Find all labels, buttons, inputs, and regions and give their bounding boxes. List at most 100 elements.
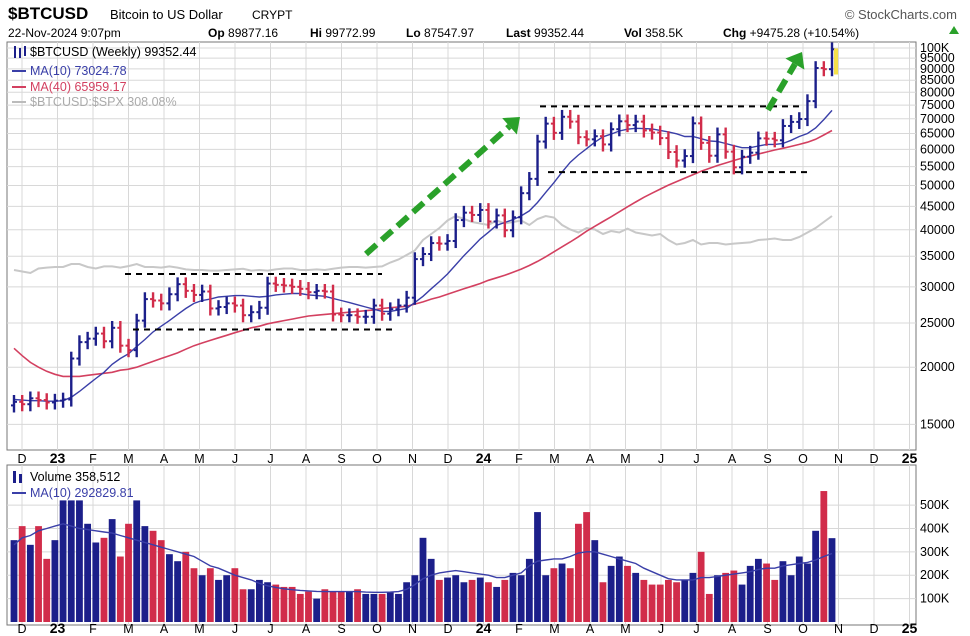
ohlc-bar: [698, 116, 705, 150]
ohlc-bar: [485, 203, 492, 229]
y-tick-label: 90000: [920, 62, 955, 76]
y-tick-label: 35000: [920, 249, 955, 263]
x-tick-label: D: [869, 452, 878, 466]
quote-bar: 22-Nov-2024 9:07pm Op 89877.16 Hi 99772.…: [8, 26, 963, 40]
x-tick-label: J: [693, 622, 699, 636]
volume-bar: [182, 551, 190, 622]
ohlc-bar: [125, 338, 132, 358]
last-bar-highlight: [834, 48, 838, 75]
hi-label: Hi: [310, 26, 322, 40]
volume-bar: [411, 575, 419, 622]
volume-bar: [313, 598, 321, 622]
volume-bar: [10, 540, 18, 622]
ohlc-bar: [19, 395, 26, 412]
volume-bar: [591, 540, 599, 622]
x-tick-label: M: [620, 452, 630, 466]
price-panel: [6, 41, 917, 451]
ohlc-bar: [305, 281, 312, 300]
volume-bar: [206, 568, 214, 622]
x-tick-label: 24: [476, 450, 492, 466]
volume-bar: [133, 500, 141, 622]
x-tick-label: S: [763, 622, 771, 636]
ohlc-bar: [796, 112, 803, 129]
x-tick-label: M: [123, 452, 133, 466]
x-tick-label: J: [267, 622, 273, 636]
ohlc-bar: [673, 145, 680, 168]
volume-bar: [305, 591, 312, 622]
chg-value: +9475.28 (+10.54%): [749, 26, 860, 40]
volume-bar: [337, 591, 345, 622]
legend-ratio: $BTCUSD:$SPX 308.08%: [30, 95, 177, 109]
volume-swatch-icon: [13, 471, 16, 483]
trend-arrow-icon: [765, 52, 805, 112]
ohlc-bar: [559, 109, 566, 140]
ohlc-bar: [788, 115, 795, 134]
ohlc-bar: [289, 278, 296, 294]
volume-bar: [116, 556, 124, 622]
ohlc-bar: [117, 320, 124, 353]
ohlc-bar: [223, 296, 230, 315]
y-tick-label: 100K: [920, 41, 950, 55]
x-tick-label: F: [515, 452, 523, 466]
volume-bar: [403, 582, 411, 622]
ma10-line: [13, 109, 833, 402]
volume-bar: [59, 500, 67, 622]
volume-bar: [795, 556, 803, 622]
ohlc-bar: [739, 149, 746, 175]
volume-bar: [624, 565, 631, 622]
ohlc-bar: [460, 205, 467, 228]
y-tick-label: 85000: [920, 73, 955, 87]
volume-bar: [517, 575, 525, 622]
arrow-shaft: [765, 62, 798, 112]
x-tick-label: J: [232, 622, 238, 636]
volume-bar: [493, 586, 501, 622]
volume-bar: [35, 526, 42, 622]
ohlc-bar: [68, 351, 75, 407]
ohlc-bar: [182, 277, 189, 298]
ohlc-bar: [35, 391, 42, 408]
volume-bar: [476, 577, 484, 622]
y-tick-label: 50000: [920, 178, 955, 192]
ohlc-bar: [747, 145, 754, 164]
volume-bar: [174, 561, 181, 622]
volume-bar: [190, 568, 198, 622]
ohlc-bar: [133, 313, 140, 358]
lo-label: Lo: [406, 26, 421, 40]
ohlc-bar: [43, 393, 50, 410]
x-tick-label: N: [408, 622, 417, 636]
x-tick-label: 23: [50, 620, 66, 636]
op-value: 89877.16: [228, 26, 279, 40]
ohlc-bar: [207, 284, 214, 316]
ohlc-bar: [60, 392, 67, 408]
y-tick-label: 15000: [920, 417, 955, 431]
x-tick-label: J: [232, 452, 238, 466]
volume-bar: [125, 523, 132, 622]
ohlc-bar: [509, 210, 516, 238]
ohlc-bar: [518, 186, 525, 225]
brand-link[interactable]: © StockCharts.com: [844, 7, 957, 22]
op-label: Op: [208, 26, 225, 40]
volume-bar: [673, 582, 680, 622]
volume-bar: [705, 593, 713, 622]
x-tick-label: A: [160, 452, 169, 466]
ohlc-bar: [689, 116, 696, 164]
volume-bar: [419, 537, 427, 622]
x-tick-label: F: [515, 622, 523, 636]
vol-tick-label: 100K: [920, 592, 950, 606]
legend-price: $BTCUSD (Weekly) 99352.44: [30, 45, 197, 59]
volume-bar: [665, 579, 672, 622]
ohlc-bar: [526, 172, 533, 201]
volume-bar: [444, 577, 451, 622]
volume-bar: [26, 544, 34, 622]
x-tick-label: O: [798, 622, 808, 636]
y-tick-label: 80000: [920, 85, 955, 99]
volume-bar: [542, 575, 550, 622]
volume-bar: [550, 568, 558, 622]
volume-bar: [223, 575, 231, 622]
ohlc-bar: [264, 276, 271, 315]
x-tick-label: N: [834, 622, 843, 636]
volume-bar: [485, 582, 492, 622]
volume-bar: [697, 551, 705, 622]
volume-bar: [239, 589, 247, 622]
x-tick-label: O: [798, 452, 808, 466]
